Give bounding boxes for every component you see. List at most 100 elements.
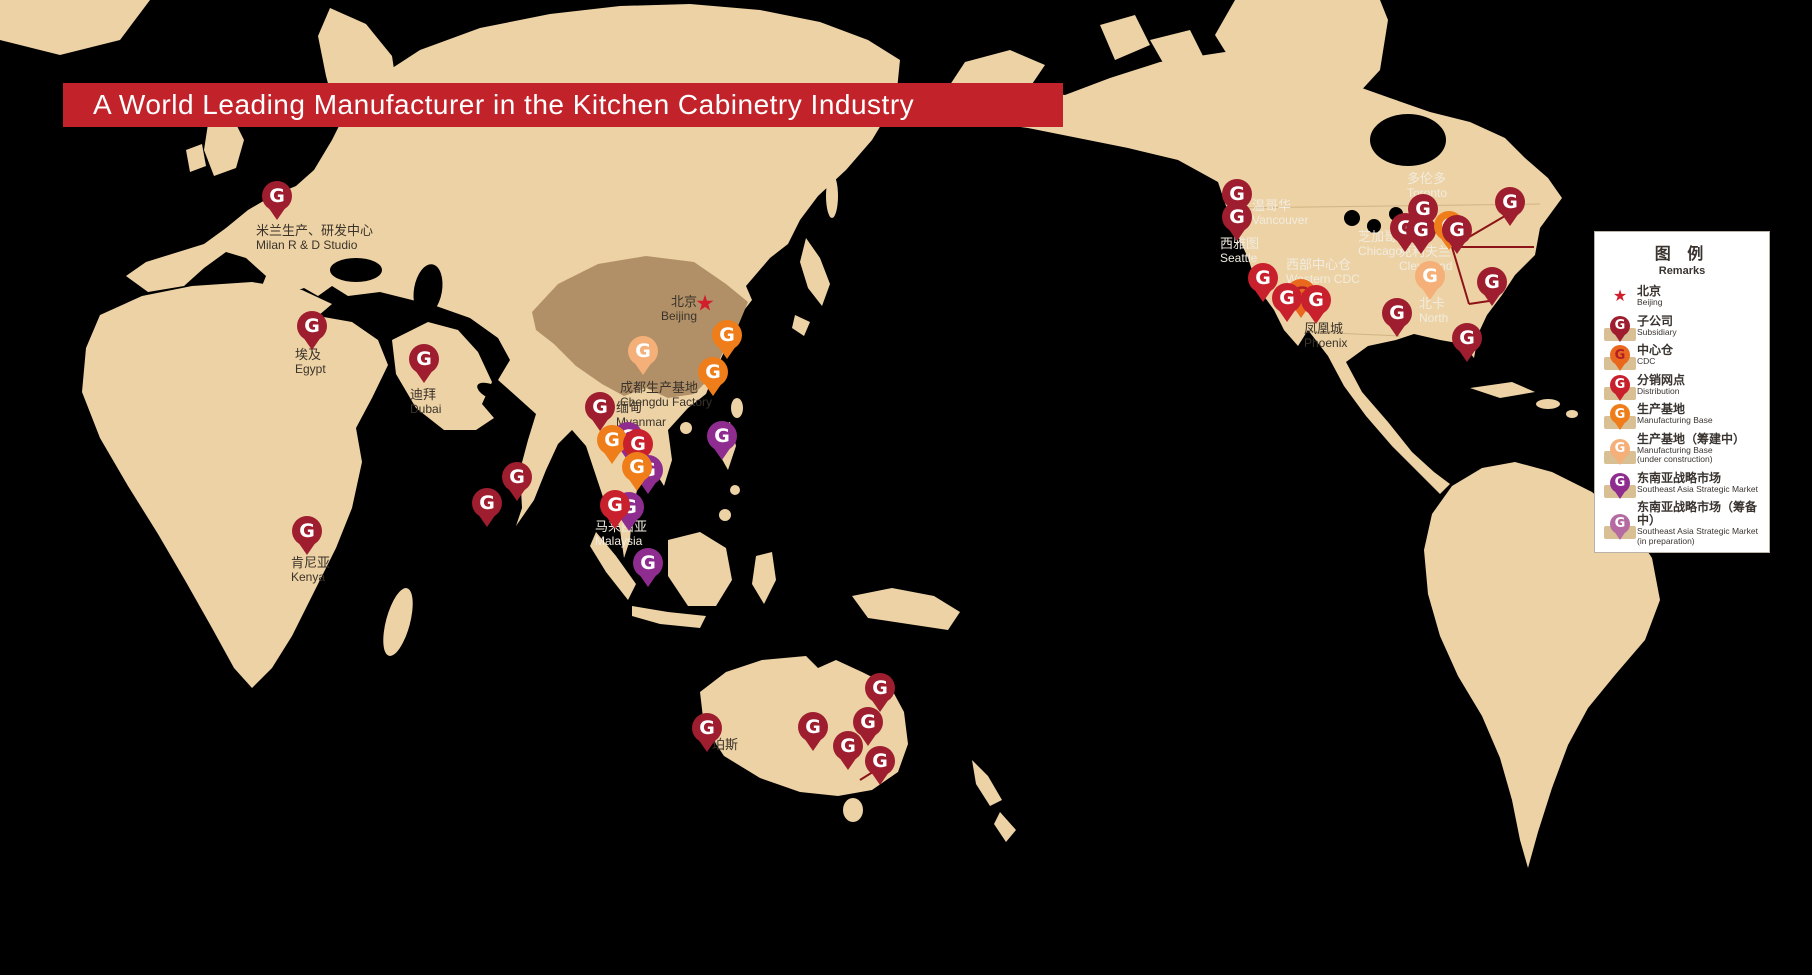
map-pin-subsidiary: G — [865, 673, 895, 712]
map-pin-subsidiary: G — [1442, 215, 1472, 254]
map-pin-subsidiary: G — [853, 707, 883, 746]
legend-item-zh: 生产基地（筹建中） — [1637, 431, 1746, 446]
pin-tail — [871, 699, 889, 712]
legend-item-en: Southeast Asia Strategic Market — [1637, 526, 1758, 537]
map-pin-manufacturing: G — [622, 452, 652, 491]
map-pin-distribution: G — [1272, 283, 1302, 322]
pin-logo-glyph: G — [1459, 327, 1475, 349]
pin-tail — [859, 733, 877, 746]
map-pin-distribution: G — [600, 490, 630, 529]
pin-logo-glyph: G — [1614, 441, 1626, 457]
city-label-en: Seattle — [1220, 250, 1258, 265]
pin-logo-glyph: G — [1279, 287, 1295, 309]
map-pin-distribution: G — [1301, 285, 1331, 324]
legend-item-en2: (in preparation) — [1637, 535, 1695, 546]
city-label-zh: 缅甸 — [616, 400, 643, 415]
legend-item-en: Manufacturing Base — [1637, 415, 1713, 426]
map-pin-sea_market_prep: G — [1610, 513, 1630, 540]
pin-tail — [1501, 213, 1519, 226]
legend-item-sea_market: G 东南亚战略市场 Southeast Asia Strategic Market — [1603, 471, 1761, 499]
map-pin-subsidiary: G — [585, 392, 615, 431]
legend-item-text: 中心仓 CDC — [1637, 343, 1674, 367]
pin-logo-glyph: G — [840, 735, 856, 757]
legend-item-zh: 生产基地 — [1637, 402, 1686, 417]
pin-logo-glyph: G — [872, 750, 888, 772]
map-pin-subsidiary: G — [1610, 315, 1630, 342]
title-text: A World Leading Manufacturer in the Kitc… — [93, 89, 915, 120]
pin-tail — [1448, 241, 1466, 254]
legend-title-zh: 图 例 — [1654, 246, 1710, 263]
city-label-en: Beijing — [660, 308, 697, 323]
city-label-zh: 凤凰城 — [1304, 321, 1344, 336]
map-pin-subsidiary: G — [865, 746, 895, 785]
pin-logo-glyph: G — [1614, 318, 1626, 334]
legend-item-en: Subsidiary — [1637, 326, 1677, 337]
pin-logo-glyph: G — [1229, 183, 1245, 205]
legend-item-text: 生产基地（筹建中） Manufacturing Base (under constr… — [1637, 431, 1746, 465]
pin-tail — [1254, 289, 1272, 302]
city-label-en: Dubai — [410, 401, 442, 416]
pin-tail — [1388, 324, 1406, 337]
pin-logo-glyph: G — [1614, 516, 1626, 532]
map-pin-subsidiary: G — [297, 311, 327, 350]
map-pin-subsidiary: G — [409, 344, 439, 383]
legend-pin-icon-manufacturing: G — [1603, 404, 1637, 431]
pin-logo-glyph: G — [1614, 406, 1626, 422]
legend-pin-icon-cdc: G — [1603, 345, 1637, 372]
pin-logo-glyph: G — [1389, 302, 1405, 324]
pin-tail — [508, 488, 526, 501]
connector-line — [1451, 246, 1470, 305]
city-label-zh: 珀斯 — [712, 737, 739, 752]
legend-item-en: CDC — [1637, 356, 1656, 367]
map-pin-subsidiary: G — [798, 712, 828, 751]
map-pin-distribution: G — [1610, 374, 1630, 401]
pin-tail — [804, 738, 822, 751]
pin-tail — [713, 447, 731, 460]
map-pin-manufacturing: G — [712, 320, 742, 359]
pin-logo-glyph: G — [479, 492, 495, 514]
pin-logo-glyph: G — [699, 717, 715, 739]
map-pin-manufacturing: G — [1610, 404, 1630, 431]
city-label: 芝加哥 Chicago — [1358, 229, 1403, 259]
city-label: 凤凰城 Phoenix — [1304, 321, 1347, 351]
pin-logo-glyph: G — [635, 340, 651, 362]
beijing-star-icon: ★ — [695, 290, 715, 316]
pin-logo-glyph: G — [1308, 289, 1324, 311]
city-label-en: Chicago — [1358, 243, 1403, 258]
pin-logo-glyph: G — [1449, 219, 1465, 241]
legend-item-text: 生产基地 Manufacturing Base — [1637, 402, 1713, 426]
map-pin-subsidiary: G — [262, 181, 292, 220]
pin-tail — [628, 478, 646, 491]
map-pin-sea_market: G — [1610, 472, 1630, 499]
pin-logo-glyph: G — [1229, 206, 1245, 228]
legend-item-en: Southeast Asia Strategic Market — [1637, 483, 1758, 494]
city-label-zh: 芝加哥 — [1358, 229, 1398, 244]
legend-panel: 图 例 Remarks ★ 北京 Beijing G 子公司 Subsidiary G 中心仓… — [1594, 231, 1770, 553]
legend-item-zh: 北京 — [1637, 284, 1662, 298]
pin-logo-glyph: G — [1502, 191, 1518, 213]
city-label-zh: 北京 — [670, 294, 697, 309]
pin-tail — [839, 757, 857, 770]
pin-tail — [1614, 421, 1626, 431]
pin-logo-glyph: G — [719, 324, 735, 346]
legend-item-subsidiary: G 子公司 Subsidiary — [1603, 314, 1761, 342]
city-label-zh: 米兰生产、研发中心 — [256, 223, 374, 238]
city-label-en: Chengdu Factory — [620, 394, 713, 409]
pin-tail — [268, 207, 286, 220]
legend-item-zh: 分销网点 — [1637, 372, 1686, 387]
pin-tail — [1614, 391, 1626, 401]
legend-item-zh: 中心仓 — [1637, 343, 1674, 358]
legend-pin-icon-subsidiary: G — [1603, 315, 1637, 342]
legend-pin-icon-sea_market_prep: G — [1603, 513, 1637, 540]
pin-tail — [620, 518, 638, 531]
legend-item-en: Distribution — [1637, 385, 1680, 396]
pin-tail — [1412, 241, 1430, 254]
legend-item-en2: (under construction) — [1637, 454, 1713, 465]
city-label-zh: 成都生产基地 — [620, 380, 699, 395]
legend-item-star: ★ 北京 Beijing — [1603, 284, 1761, 308]
pin-logo-glyph: G — [1413, 219, 1429, 241]
pin-tail — [1307, 311, 1325, 324]
pin-logo-glyph: G — [1415, 198, 1431, 220]
